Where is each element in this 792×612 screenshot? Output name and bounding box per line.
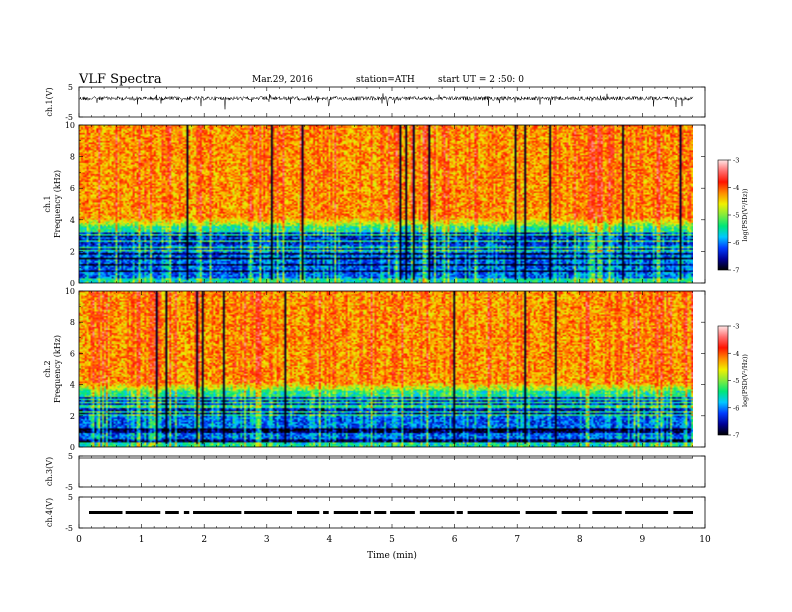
colorbar-tick-label: -7	[733, 267, 739, 275]
date-label: Mar.29, 2016	[252, 75, 313, 85]
x-tick-label: 0	[76, 535, 82, 545]
y-tick-label: 4	[70, 381, 75, 390]
channel-label: ch.2	[43, 360, 52, 377]
colorbar-tick-label: -5	[733, 377, 739, 385]
y-tick-label: -5	[65, 483, 73, 492]
colorbar-tick-label: -3	[733, 157, 739, 165]
y-tick-label: 6	[70, 184, 75, 193]
colorbar-label: log(PSD(V²/Hz))	[741, 188, 749, 241]
colorbar-tick-label: -7	[733, 432, 739, 440]
x-tick-label: 9	[640, 535, 646, 545]
x-tick-label: 4	[327, 535, 333, 545]
ch1-waveform-line	[78, 93, 694, 110]
y-tick-label: -5	[65, 113, 73, 122]
frequency-axis-label: Frequency (kHz)	[53, 335, 62, 403]
y-tick-label: -5	[65, 524, 73, 533]
colorbar-tick-label: -6	[733, 239, 739, 247]
y-tick-label: 6	[70, 349, 75, 358]
x-tick-label: 3	[264, 535, 270, 545]
panel-frame	[78, 86, 706, 118]
x-tick-label: 8	[577, 535, 583, 545]
x-tick-label: 1	[139, 535, 145, 545]
y-tick-label: 2	[70, 247, 75, 256]
y-tick-label: 5	[68, 493, 73, 502]
y-tick-label: 8	[70, 153, 75, 162]
x-tick-label: 5	[389, 535, 395, 545]
y-tick-label: 10	[65, 121, 75, 130]
ch4-axis-label: ch.4(V)	[45, 498, 54, 527]
y-tick-label: 8	[70, 318, 75, 327]
y-tick-label: 2	[70, 412, 75, 421]
y-tick-label: 0	[70, 279, 75, 288]
y-tick-label: 0	[70, 443, 75, 452]
y-tick-label: 5	[68, 452, 73, 461]
y-tick-label: 10	[65, 287, 75, 296]
x-axis-label: Time (min)	[367, 550, 417, 561]
spectrogram-ch2	[79, 291, 693, 447]
station-label: station=ATH	[356, 75, 415, 85]
x-tick-label: 6	[452, 535, 458, 545]
y-tick-label: 4	[70, 216, 75, 225]
panel-frame	[78, 455, 706, 488]
x-tick-label: 7	[514, 535, 520, 545]
ch3-axis-label: ch.3(V)	[45, 457, 54, 486]
colorbar-tick-label: -4	[733, 350, 739, 358]
colorbar-tick-label: -4	[733, 184, 739, 192]
x-tick-label: 2	[201, 535, 207, 545]
ch1-axis-label: ch.1(V)	[45, 87, 54, 116]
colorbar-ch1	[717, 159, 729, 271]
channel-label: ch.1	[43, 195, 52, 212]
colorbar-ch2	[717, 325, 729, 436]
chart-title: VLF Spectra	[79, 72, 162, 87]
colorbar-tick-label: -5	[733, 212, 739, 220]
colorbar-tick-label: -3	[733, 323, 739, 331]
x-tick-label: 10	[699, 535, 711, 545]
colorbar-tick-label: -6	[733, 404, 739, 412]
start-time-label: start UT = 2 :50: 0	[438, 75, 524, 85]
y-tick-label: 5	[68, 83, 73, 92]
frequency-axis-label: Frequency (kHz)	[53, 170, 62, 238]
spectrogram-ch1	[79, 125, 693, 283]
colorbar-label: log(PSD(V²/Hz))	[741, 354, 749, 407]
